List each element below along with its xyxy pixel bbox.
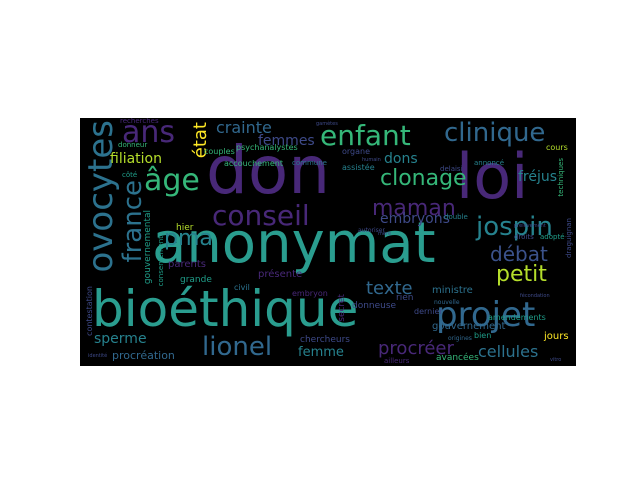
word-adopte: adopté	[540, 233, 565, 241]
word-draguignan: draguignan	[565, 218, 573, 259]
word-enfant: enfant	[320, 119, 411, 152]
word-ovocytes: ovocytes	[81, 120, 121, 273]
word-organe: organe	[342, 147, 371, 156]
word-femme: femme	[298, 345, 344, 360]
word-civil: civil	[234, 283, 250, 292]
word-cellules: cellules	[478, 342, 539, 361]
word-clonage: clonage	[380, 166, 467, 191]
word-jospin: jospin	[476, 212, 553, 242]
word-procreation: procréation	[112, 349, 175, 362]
word-prelevement: prélèvement	[514, 223, 546, 229]
word-mere: mère	[378, 231, 391, 237]
word-double: double	[444, 213, 468, 221]
word-secret: secret	[337, 294, 347, 322]
word-donneuse: donneuse	[352, 301, 397, 311]
word-sperme: sperme	[94, 331, 147, 347]
word-dons: dons	[384, 151, 418, 167]
word-grande: grande	[180, 275, 212, 285]
word-gametes: gamètes	[316, 121, 338, 127]
word-autoriser: autoriser	[358, 227, 385, 234]
word-identite: identité	[88, 353, 108, 359]
word-parents: parents	[168, 259, 206, 270]
word-droits: droits	[514, 233, 534, 241]
word-debat: débat	[490, 242, 548, 266]
word-embryons: embryons	[380, 211, 450, 227]
word-recherches: recherches	[120, 118, 159, 125]
word-don: don	[206, 132, 331, 209]
word-pma: pma	[164, 226, 213, 251]
word-presente: présente	[258, 269, 303, 280]
word-gouvernemental: gouvernemental	[143, 210, 153, 285]
word-vitro: vitro	[550, 357, 562, 363]
word-femmes: femmes	[258, 133, 315, 149]
word-gouvernement: gouvernement	[432, 321, 506, 332]
word-bioethique: bioéthique	[92, 280, 359, 338]
word-hier: hier	[176, 223, 194, 233]
word-projet: projet	[436, 295, 536, 335]
word-couples: couples	[204, 147, 235, 156]
word-jours: jours	[544, 331, 569, 342]
word-procreer: procréer	[378, 338, 454, 359]
word-amendements: amendements	[488, 313, 546, 322]
word-accouchement: accouchement	[224, 159, 283, 168]
word-consentement: consentement	[157, 236, 165, 287]
word-origines: origines	[448, 335, 472, 342]
word-ministre: ministre	[432, 285, 473, 296]
word-rien: rien	[396, 293, 414, 303]
word-humain: humain	[362, 157, 381, 163]
word-embryon: embryon	[292, 289, 328, 298]
word-nouvelle: nouvelle	[434, 299, 460, 306]
word-contestation: contestation	[85, 286, 94, 336]
word-ailleurs: ailleurs	[384, 357, 410, 365]
word-psychanalystes: psychanalystes	[236, 143, 298, 152]
word-cloud: anonymat bioéthique don loi ovocytes ans…	[80, 118, 576, 366]
word-conseil: conseil	[212, 199, 310, 232]
word-petit: petit	[496, 262, 547, 287]
word-delaisi: delaisi	[440, 165, 463, 173]
word-clinique: clinique	[444, 118, 546, 148]
word-crainte: crainte	[216, 118, 272, 137]
word-dernier: dernier	[414, 307, 443, 316]
word-anonymat: anonymat	[152, 211, 436, 276]
word-cours: cours	[546, 143, 568, 152]
word-assistee: assistée	[342, 163, 375, 172]
word-chercheurs: chercheurs	[300, 335, 350, 345]
word-avancees: avancées	[436, 353, 479, 363]
word-texte: texte	[366, 278, 413, 299]
word-fecondation: fécondation	[520, 293, 550, 299]
word-lionel: lionel	[202, 332, 273, 362]
word-techniques: techniques	[557, 158, 565, 197]
word-age: âge	[144, 163, 200, 198]
word-bien: bien	[474, 331, 492, 340]
word-cote: côté	[122, 171, 138, 179]
word-annonce: annoncé	[474, 159, 505, 167]
word-loi: loi	[456, 140, 529, 213]
word-frejus: fréjus	[518, 169, 558, 185]
word-commune: commune	[292, 159, 327, 167]
word-donneur: donneur	[118, 141, 148, 149]
word-maman: maman	[372, 196, 456, 221]
word-ans: ans	[122, 118, 176, 150]
word-filiation: filiation	[110, 151, 162, 167]
